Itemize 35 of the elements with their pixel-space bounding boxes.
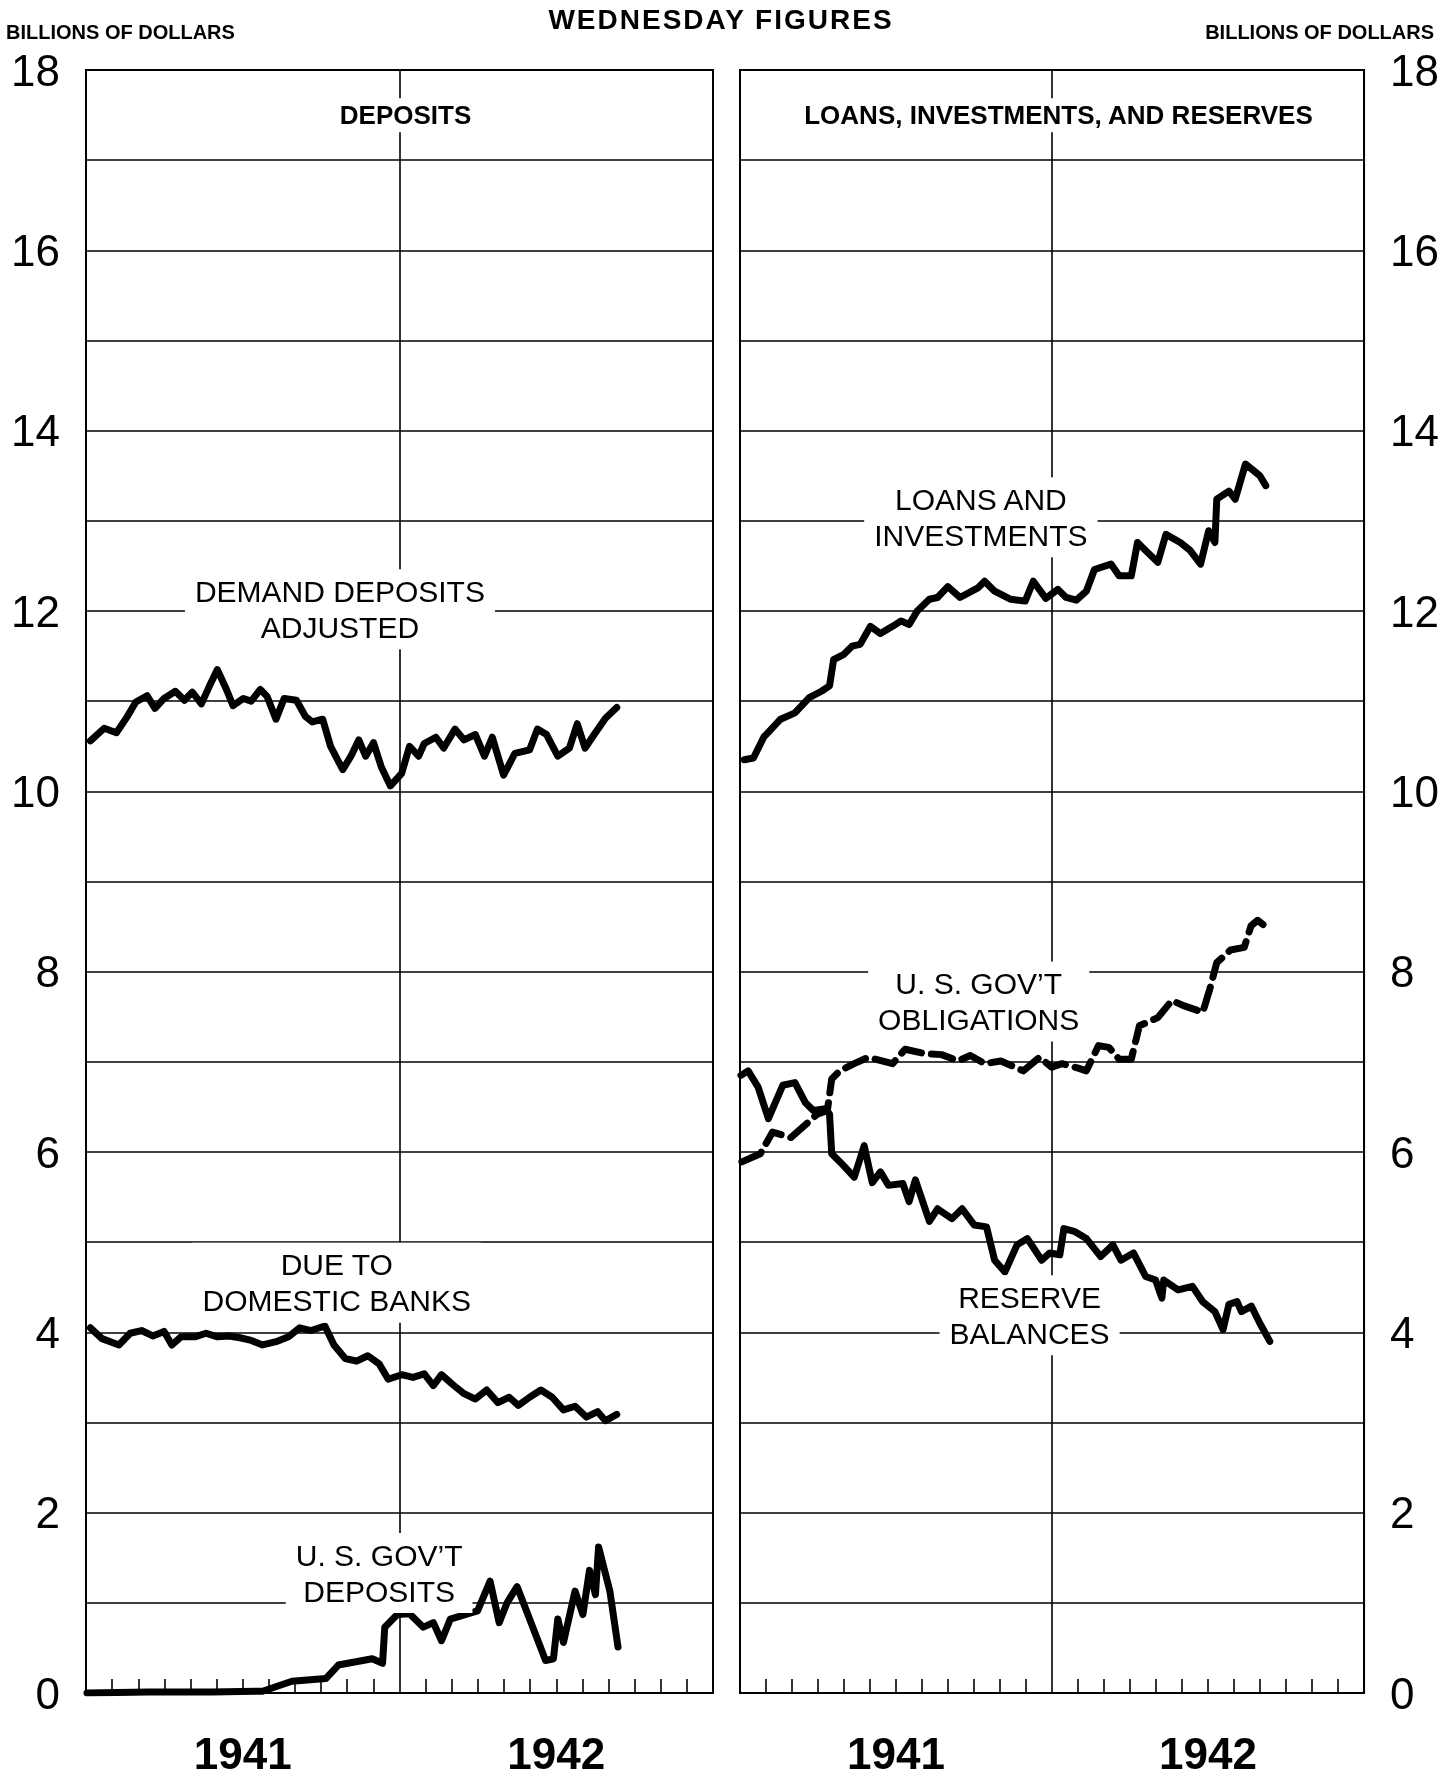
y-tick-label: 0 [35, 1668, 60, 1718]
series-label: DUE TO DOMESTIC BANKS [202, 1248, 471, 1318]
y-tick-label: 16 [11, 225, 60, 275]
text: LOANS, INVESTMENTS, AND RESERVES [804, 100, 1313, 131]
y-tick-label: 2 [35, 1488, 60, 1538]
y-axis-title: BILLIONS OF DOLLARS [6, 21, 235, 43]
y-tick-label: 4 [1390, 1307, 1415, 1357]
y-tick-label: 14 [11, 406, 60, 456]
y-tick-label: 10 [1390, 766, 1440, 816]
y-tick-label: 18 [1390, 45, 1440, 95]
series-label: LOANS AND INVESTMENTS [874, 482, 1088, 552]
series-label: U. S. GOV’T OBLIGATIONS [878, 966, 1080, 1036]
x-tick-label: 1942 [507, 1728, 606, 1775]
x-tick-label: 1941 [847, 1728, 945, 1775]
y-axis-title: BILLIONS OF DOLLARS [1205, 21, 1435, 43]
y-tick-label: 2 [1390, 1488, 1415, 1538]
y-tick-label: 8 [1390, 947, 1415, 997]
y-tick-label: 12 [11, 586, 60, 636]
series-label: DEMAND DEPOSITS ADJUSTED [194, 574, 485, 644]
series-label: RESERVE BALANCES [949, 1280, 1110, 1350]
y-tick-label: 12 [1390, 586, 1440, 636]
y-tick-label: 8 [35, 947, 60, 997]
text: DEPOSITS [339, 100, 472, 131]
y-tick-label: 0 [1390, 1668, 1415, 1718]
y-tick-label: 6 [1390, 1127, 1415, 1177]
y-tick-label: 4 [35, 1307, 60, 1357]
text: WEDNESDAY FIGURES [548, 4, 894, 35]
x-tick-label: 1942 [1159, 1728, 1257, 1775]
y-tick-label: 18 [11, 45, 60, 95]
y-tick-label: 6 [35, 1127, 60, 1177]
x-tick-label: 1941 [193, 1728, 292, 1775]
y-tick-label: 14 [1390, 406, 1440, 456]
y-tick-label: 16 [1390, 225, 1440, 275]
series-label: U. S. GOV’T DEPOSITS [295, 1538, 463, 1608]
y-tick-label: 10 [11, 766, 60, 816]
